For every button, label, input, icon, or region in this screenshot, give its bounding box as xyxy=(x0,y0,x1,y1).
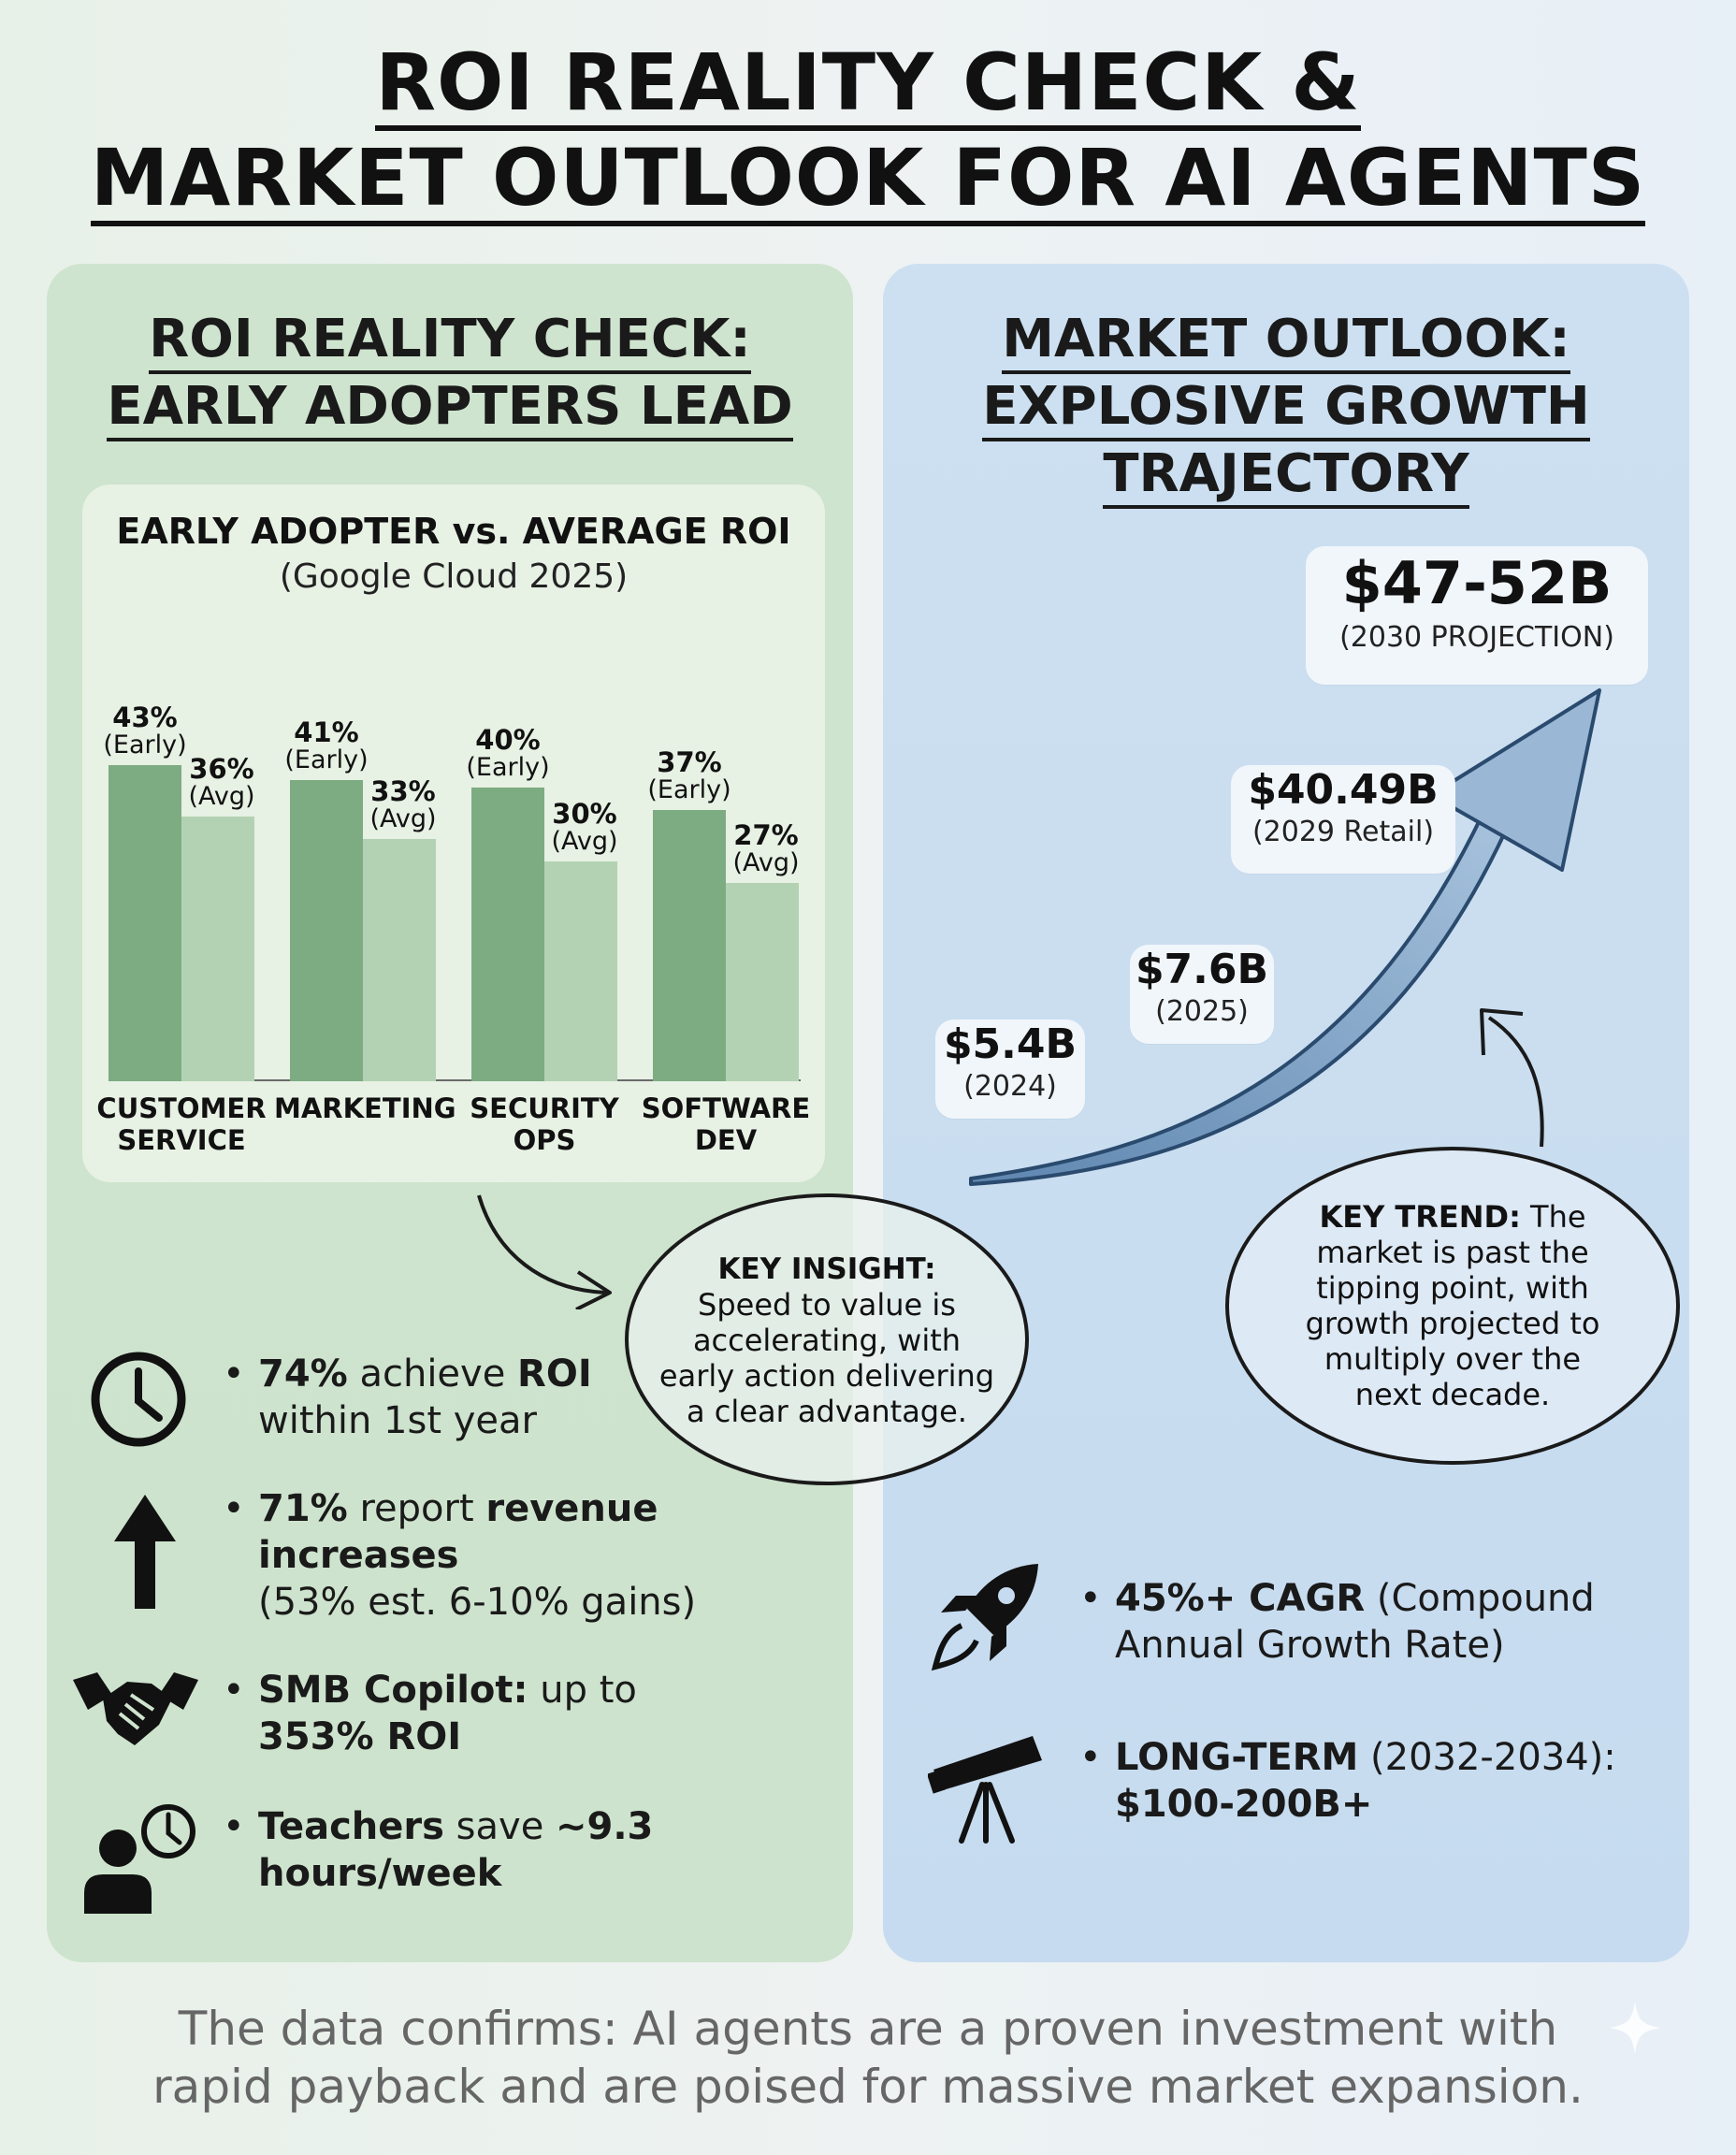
milestone-2025: $7.6B (2025) xyxy=(1130,945,1274,1044)
growth-arrow-icon xyxy=(969,688,1601,1186)
footer-summary: The data confirms: AI agents are a prove… xyxy=(0,2000,1736,2116)
bar-avg-0 xyxy=(181,817,254,1081)
sparkle-icon xyxy=(1609,2002,1661,2054)
stat-cagr: • 45%+ CAGR (Compound Annual Growth Rate… xyxy=(1079,1577,1595,1667)
chart-baseline xyxy=(108,1079,801,1081)
label-early-2: 40% (Early) xyxy=(466,724,550,782)
footer-line-2: rapid payback and are poised for massive… xyxy=(152,2060,1584,2114)
left-panel-title: ROI REALITY CHECK: EARLY ADOPTERS LEAD xyxy=(47,307,853,441)
main-title-line2: MARKET OUTLOOK FOR AI AGENTS xyxy=(90,135,1646,226)
bar-avg-1 xyxy=(363,838,436,1081)
label-avg-1: 33% (Avg) xyxy=(369,774,437,833)
stat-smb-copilot: • SMB Copilot: up to 353% ROI xyxy=(223,1669,637,1758)
key-insight-callout: KEY INSIGHT: Speed to value is accelerat… xyxy=(625,1193,1029,1485)
stat-long-term: • LONG-TERM (2032-2034): $100-200B+ xyxy=(1079,1736,1616,1826)
label-avg-2: 30% (Avg) xyxy=(551,797,618,856)
category-label-2: SECURITY OPS xyxy=(470,1092,619,1156)
bar-early-0 xyxy=(108,765,181,1081)
milestone-2029-retail: $40.49B (2029 Retail) xyxy=(1231,765,1455,874)
stat-teachers-save: • Teachers save ~9.3 hours/week xyxy=(223,1805,654,1895)
label-early-3: 37% (Early) xyxy=(647,745,731,804)
key-trend-callout: KEY TREND: The market is past the tippin… xyxy=(1225,1147,1680,1465)
insight-line-2: accelerating, with xyxy=(692,1322,962,1358)
main-title-line1: ROI REALITY CHECK & xyxy=(375,39,1361,131)
left-title-line1: ROI REALITY CHECK: xyxy=(149,309,751,374)
right-title-line2: EXPLOSIVE GROWTH xyxy=(982,376,1590,441)
milestone-2024: $5.4B (2024) xyxy=(935,1020,1085,1119)
trend-arrow-icon xyxy=(1480,1008,1544,1148)
telescope-icon xyxy=(928,1736,1042,1844)
label-early-1: 41% (Early) xyxy=(284,716,369,775)
stat-revenue-increase: • 71% report revenue increases (53% est.… xyxy=(223,1487,697,1624)
label-avg-3: 27% (Avg) xyxy=(732,819,800,878)
right-title-line3: TRAJECTORY xyxy=(1103,443,1469,509)
left-title-line2: EARLY ADOPTERS LEAD xyxy=(107,376,793,441)
footer-line-1: The data confirms: AI agents are a prove… xyxy=(178,2002,1558,2056)
bar-early-1 xyxy=(290,780,363,1081)
stat-roi-first-year: • 74% achieve ROI within 1st year xyxy=(223,1352,592,1442)
rocket-icon xyxy=(931,1564,1038,1671)
curved-arrow-icon xyxy=(477,1194,612,1309)
label-avg-0: 36% (Avg) xyxy=(188,753,255,812)
handshake-icon xyxy=(73,1672,198,1745)
bar-avg-2 xyxy=(544,861,617,1081)
chart-subtitle: (Google Cloud 2025) xyxy=(279,557,629,596)
chart-title: EARLY ADOPTER vs. AVERAGE ROI xyxy=(116,511,791,552)
insight-label: KEY INSIGHT: xyxy=(717,1251,936,1286)
insight-line-1: Speed to value is xyxy=(698,1286,956,1323)
main-title: ROI REALITY CHECK & MARKET OUTLOOK FOR A… xyxy=(0,36,1736,226)
right-panel-title: MARKET OUTLOOK: EXPLOSIVE GROWTH TRAJECT… xyxy=(883,307,1689,509)
roi-bar-chart: EARLY ADOPTER vs. AVERAGE ROI (Google Cl… xyxy=(82,485,825,1182)
milestone-2030-projection: $47-52B (2030 PROJECTION) xyxy=(1306,546,1648,685)
bar-early-2 xyxy=(471,788,544,1081)
category-label-3: SOFTWARE DEV xyxy=(641,1092,811,1156)
bar-early-3 xyxy=(653,809,726,1081)
right-title-line1: MARKET OUTLOOK: xyxy=(1002,309,1570,374)
insight-line-4: a clear advantage. xyxy=(687,1393,967,1429)
bar-avg-3 xyxy=(726,883,799,1081)
category-label-1: MARKETING xyxy=(274,1092,456,1124)
up-arrow-icon xyxy=(114,1495,176,1609)
trend-label: KEY TREND: xyxy=(1319,1199,1521,1235)
clock-icon xyxy=(91,1352,186,1447)
label-early-0: 43% (Early) xyxy=(103,701,187,760)
category-label-0: CUSTOMER SERVICE xyxy=(96,1092,267,1156)
insight-line-3: early action delivering xyxy=(658,1357,995,1394)
teacher-clock-icon xyxy=(84,1804,195,1914)
